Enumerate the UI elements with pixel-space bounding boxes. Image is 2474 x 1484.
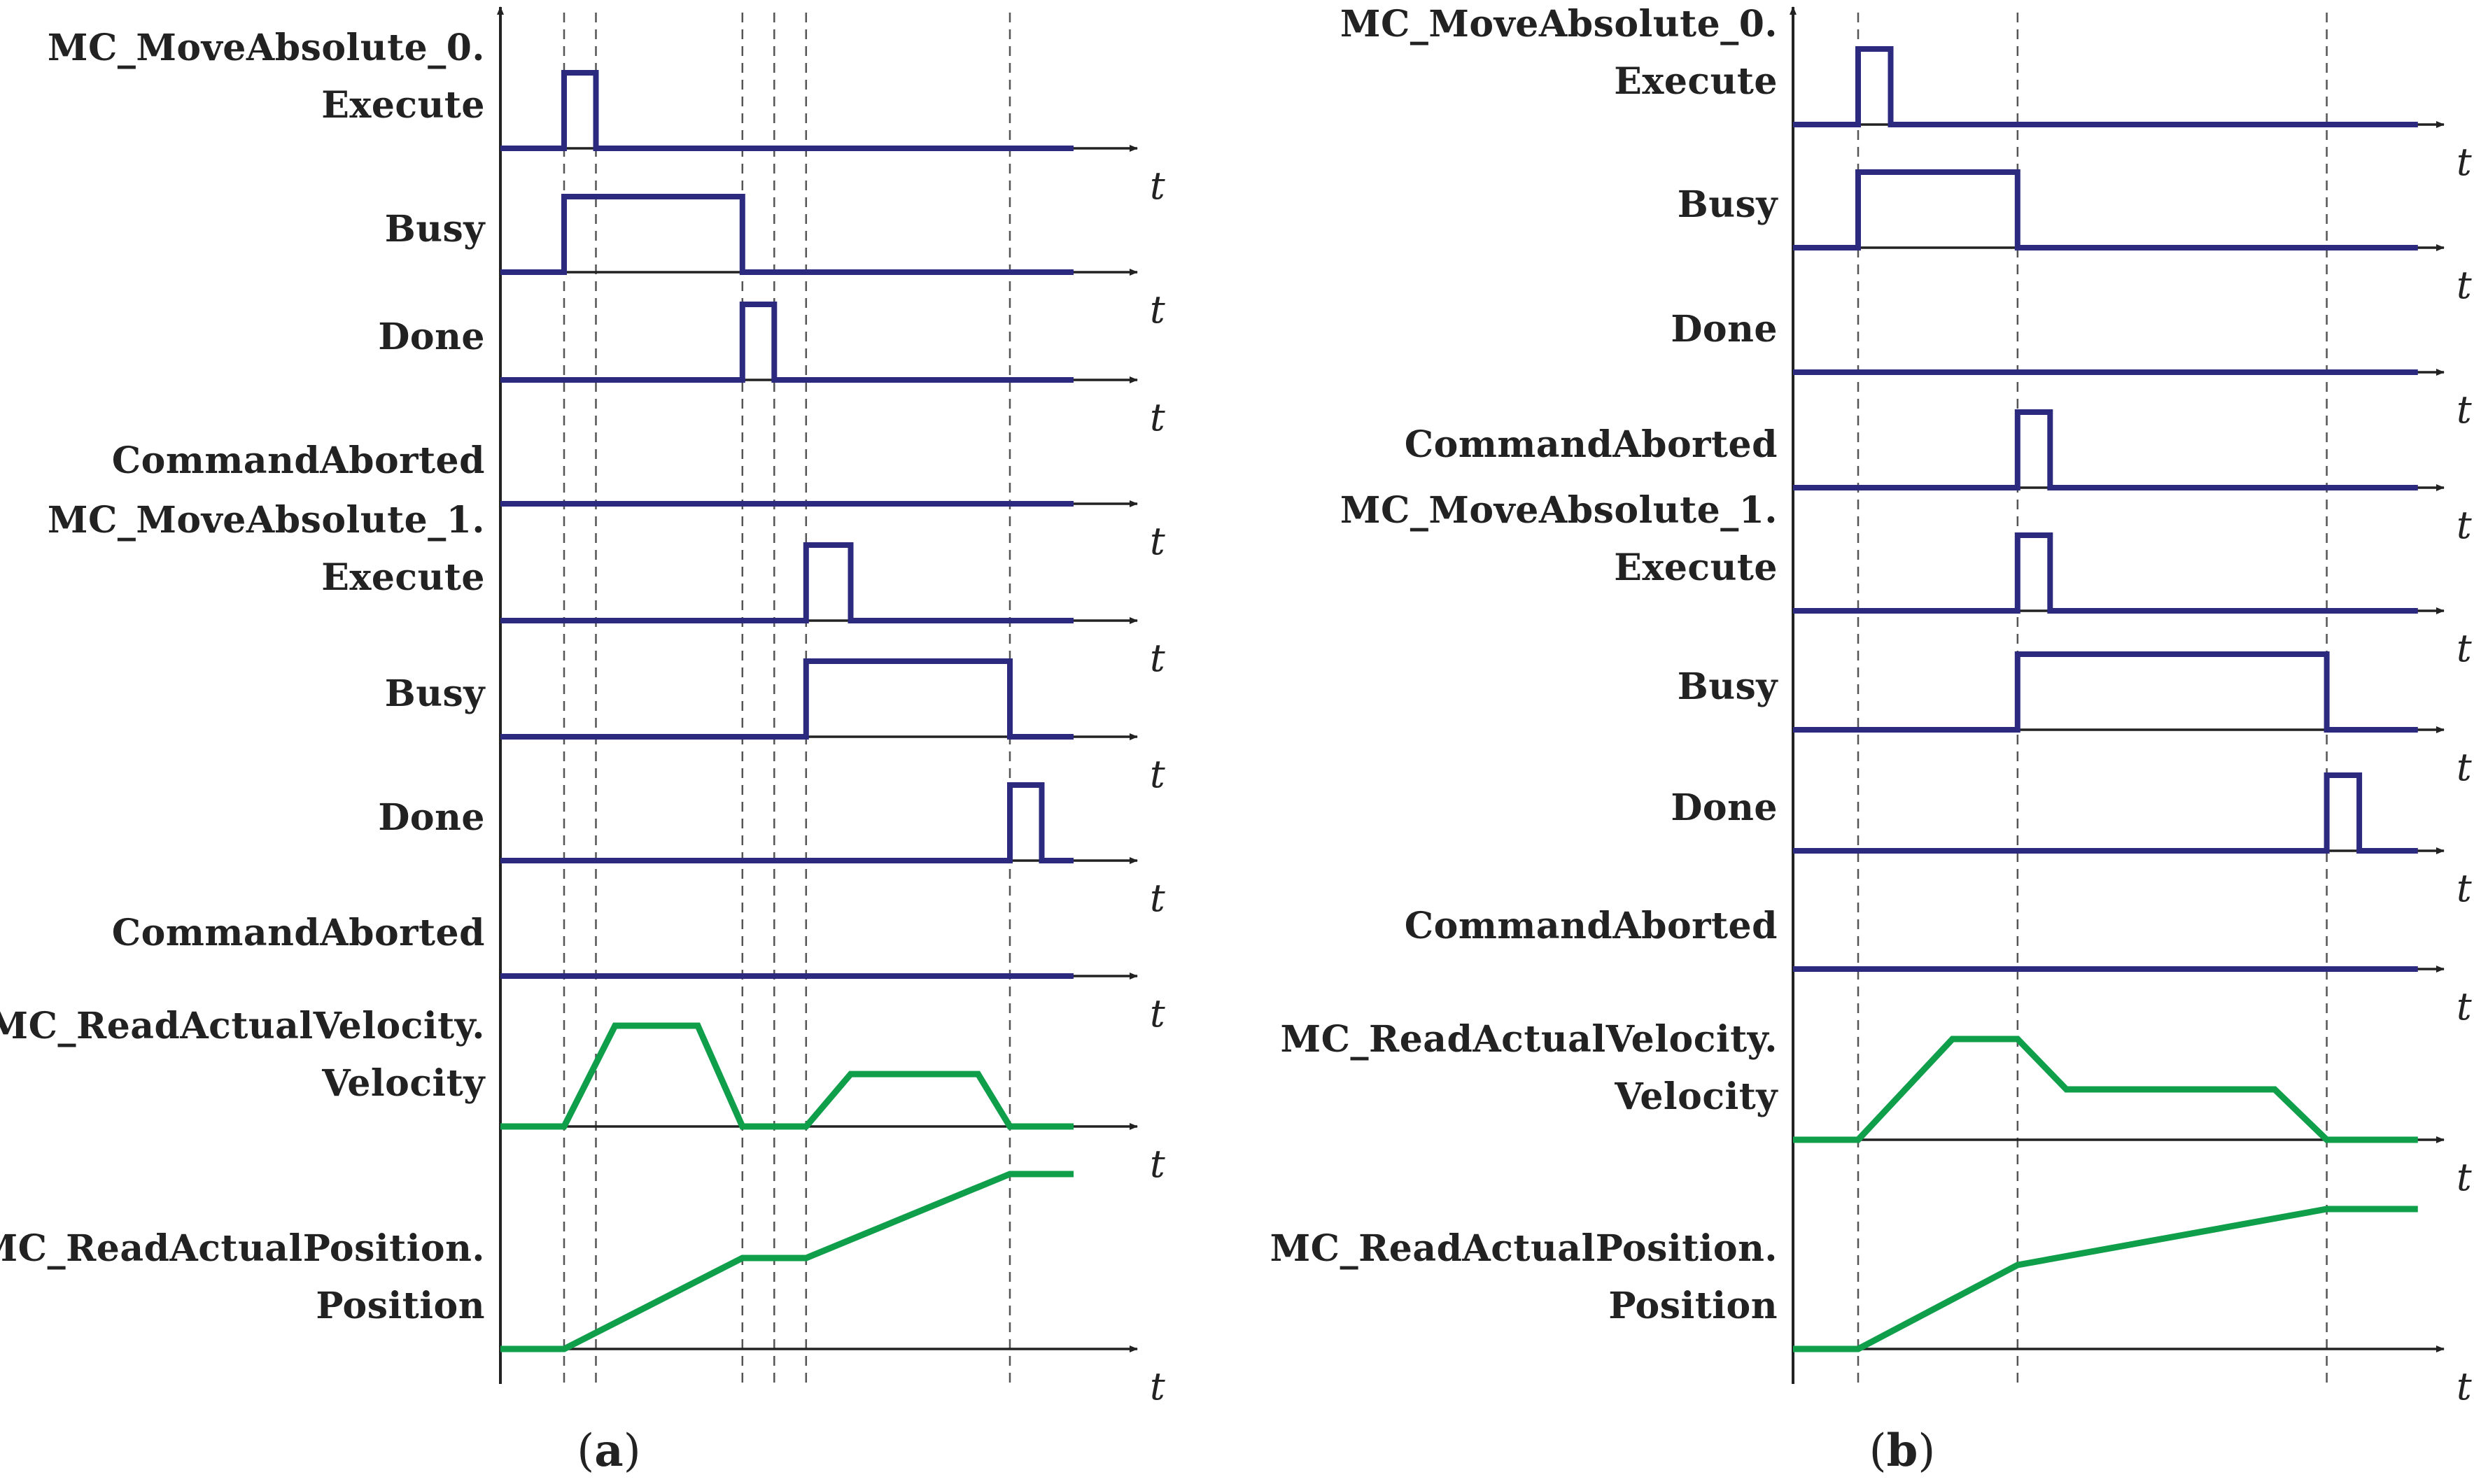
signal-label: Execute: [321, 556, 485, 599]
signal-label: Busy: [385, 672, 486, 715]
signal-label: Position: [316, 1285, 485, 1327]
time-axis-label: t: [1150, 164, 1165, 208]
time-axis-label: t: [1150, 991, 1165, 1036]
panel-b: t MC_MoveAbsolute_0. Execute t Busy t Done t Com…: [1270, 3, 2472, 1477]
digital-waveform: [1793, 772, 2418, 854]
analog-waveform: [1793, 1036, 2418, 1143]
signal-row: t MC_ReadActualPosition. Position: [0, 1171, 1165, 1408]
time-axis-label: t: [2457, 1155, 2472, 1199]
signal-label: Velocity: [321, 1062, 486, 1105]
signal-row: t CommandAborted: [1405, 905, 2472, 1029]
analog-waveform: [500, 1022, 1074, 1130]
signal-label: MC_MoveAbsolute_0.: [48, 27, 485, 69]
signal-label: Busy: [1678, 665, 1779, 708]
signal-row: t Done: [378, 302, 1165, 439]
signal-label: Execute: [1614, 60, 1778, 103]
time-axis-label: t: [2457, 263, 2472, 307]
signal-row: t CommandAborted: [112, 912, 1165, 1036]
digital-waveform: [500, 782, 1074, 863]
signal-label: MC_ReadActualVelocity.: [0, 1005, 485, 1047]
signal-label: Done: [1671, 786, 1778, 829]
signal-row: t Done: [1671, 772, 2472, 910]
signal-row: t MC_ReadActualVelocity. Velocity: [1281, 1018, 2472, 1199]
signal-row: t Done: [378, 782, 1165, 920]
time-axis-label: t: [1150, 636, 1165, 680]
digital-waveform: [1793, 651, 2418, 733]
digital-waveform: [1793, 409, 2418, 490]
signal-label: MC_ReadActualPosition.: [0, 1227, 485, 1270]
signal-row: t MC_ReadActualVelocity. Velocity: [0, 1005, 1165, 1186]
signal-label: Velocity: [1614, 1075, 1778, 1118]
signal-row: t Busy: [385, 194, 1165, 332]
signal-label: Execute: [1614, 546, 1778, 589]
signal-label: MC_ReadActualPosition.: [1270, 1227, 1778, 1270]
digital-waveform: [500, 194, 1074, 275]
time-axis-label: t: [2457, 388, 2472, 432]
digital-waveform: [1793, 46, 2418, 127]
signal-label: Done: [1671, 308, 1778, 351]
signal-row: t MC_MoveAbsolute_1. Execute: [48, 499, 1165, 680]
signal-row: t CommandAborted: [1405, 409, 2472, 547]
digital-waveform: [500, 542, 1074, 623]
digital-waveform: [500, 658, 1074, 740]
time-axis-label: t: [1150, 876, 1165, 920]
signal-row: t CommandAborted: [112, 439, 1165, 563]
time-axis-label: t: [1150, 288, 1165, 332]
panel-a: t MC_MoveAbsolute_0. Execute t Busy t Done t Com…: [0, 6, 1165, 1477]
panel-caption: (a): [577, 1425, 640, 1477]
signal-row: t Done: [1671, 308, 2472, 432]
time-axis-label: t: [1150, 1142, 1165, 1186]
time-axis-label: t: [2457, 503, 2472, 547]
time-axis-label: t: [2457, 866, 2472, 910]
signal-row: t Busy: [1678, 169, 2472, 307]
analog-waveform: [500, 1171, 1074, 1352]
time-axis-label: t: [2457, 140, 2472, 184]
signal-row: t MC_ReadActualPosition. Position: [1270, 1206, 2472, 1408]
time-axis-label: t: [2457, 984, 2472, 1029]
signal-row: t MC_MoveAbsolute_1. Execute: [1340, 489, 2472, 670]
signal-label: Busy: [1678, 183, 1779, 226]
time-axis-label: t: [2457, 745, 2472, 789]
signal-row: t Busy: [1678, 651, 2472, 789]
time-axis-label: t: [1150, 1364, 1165, 1408]
time-axis-label: t: [2457, 1364, 2472, 1408]
time-axis-label: t: [1150, 752, 1165, 796]
signal-label: CommandAborted: [1405, 423, 1778, 466]
signal-label: Done: [378, 796, 485, 839]
digital-waveform: [500, 302, 1074, 383]
panel-caption: (b): [1869, 1425, 1936, 1477]
signal-row: t MC_MoveAbsolute_0. Execute: [1340, 3, 2472, 184]
signal-label: MC_MoveAbsolute_1.: [1340, 489, 1778, 532]
digital-waveform: [500, 70, 1074, 151]
signal-row: t Busy: [385, 658, 1165, 796]
signal-label: Busy: [385, 208, 486, 250]
digital-waveform: [1793, 532, 2418, 614]
signal-label: MC_MoveAbsolute_1.: [48, 499, 485, 542]
digital-waveform: [1793, 169, 2418, 250]
time-axis-label: t: [1150, 395, 1165, 439]
analog-waveform: [1793, 1206, 2418, 1352]
signal-label: Done: [378, 316, 485, 358]
time-axis-label: t: [1150, 519, 1165, 563]
signal-label: CommandAborted: [1405, 905, 1778, 947]
signal-label: CommandAborted: [112, 439, 485, 482]
signal-label: Execute: [321, 84, 485, 127]
signal-label: CommandAborted: [112, 912, 485, 954]
signal-row: t MC_MoveAbsolute_0. Execute: [48, 27, 1165, 208]
signal-label: MC_MoveAbsolute_0.: [1340, 3, 1778, 45]
signal-label: Position: [1608, 1285, 1778, 1327]
time-axis-label: t: [2457, 626, 2472, 670]
signal-label: MC_ReadActualVelocity.: [1281, 1018, 1778, 1061]
